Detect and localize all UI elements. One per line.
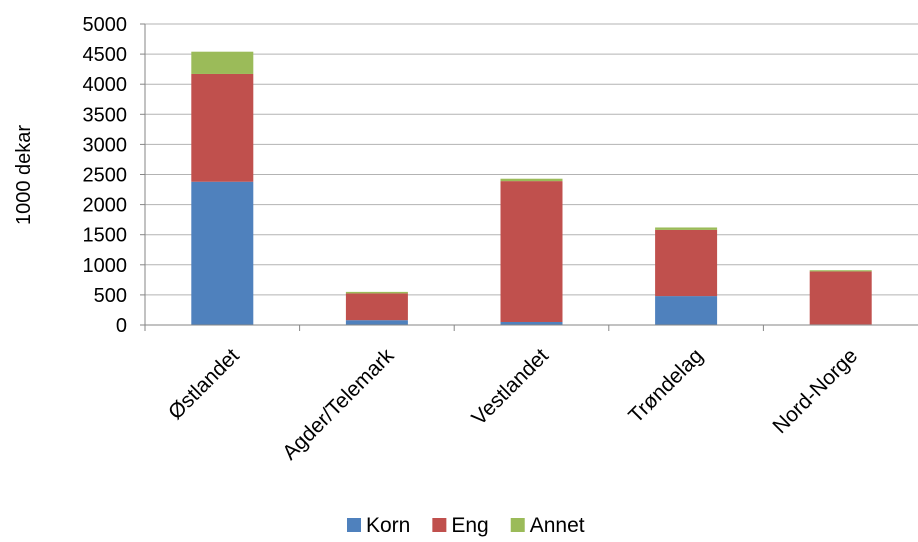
- x-tick-label: Østlandet: [164, 344, 244, 424]
- bar-eng-4: [809, 271, 872, 325]
- x-tick-label: Trøndelag: [624, 344, 707, 427]
- legend-label: Korn: [366, 514, 410, 537]
- x-tick-label: Agder/Telemark: [278, 344, 399, 465]
- bar-korn-3: [655, 296, 718, 325]
- legend-swatch-annet: [510, 518, 525, 532]
- legend-label: Annet: [530, 514, 585, 537]
- bar-eng-3: [655, 229, 718, 297]
- gridlines: [145, 23, 918, 296]
- bars: [191, 51, 872, 325]
- bar-annet-4: [809, 270, 872, 272]
- bar-eng-0: [191, 73, 254, 182]
- bar-korn-1: [345, 320, 408, 325]
- legend: Korn Eng Annet: [347, 514, 585, 537]
- bar-annet-1: [345, 291, 408, 294]
- bar-korn-2: [500, 321, 563, 325]
- y-tick-label: 1500: [83, 225, 128, 247]
- legend-swatch-korn: [347, 518, 361, 532]
- legend-swatch-eng: [432, 518, 447, 532]
- y-tick-label: 3000: [83, 134, 128, 156]
- y-tick-label: 4000: [83, 74, 128, 96]
- y-tick-label: 3500: [83, 104, 128, 126]
- y-tick-label: 2500: [83, 165, 128, 187]
- legend-label: Eng: [451, 514, 488, 537]
- y-tick-label: 4500: [83, 44, 128, 66]
- y-tick-label: 0: [116, 315, 127, 337]
- bar-annet-0: [191, 51, 254, 74]
- bar-annet-2: [500, 178, 563, 182]
- y-tick-label: 2000: [83, 195, 128, 217]
- bar-korn-0: [191, 181, 254, 325]
- y-tick-label: 500: [94, 285, 127, 307]
- bar-eng-1: [345, 293, 408, 321]
- y-tick-label: 1000: [83, 255, 128, 277]
- y-tick-labels: 0 500 1000 1500 2000 2500 3000 3500 4000 4500 5000: [83, 14, 128, 337]
- axes: [140, 23, 918, 331]
- x-tick-labels: Østlandet Agder/Telemark Vestlandet Trøndel…: [164, 344, 862, 465]
- x-tick-label: Vestlandet: [467, 344, 553, 430]
- y-tick-label: 5000: [83, 14, 128, 36]
- y-axis-title: 1000 dekar: [13, 125, 35, 225]
- bar-eng-2: [500, 181, 563, 322]
- x-tick-label: Nord-Norge: [768, 344, 862, 438]
- bar-annet-3: [655, 227, 718, 230]
